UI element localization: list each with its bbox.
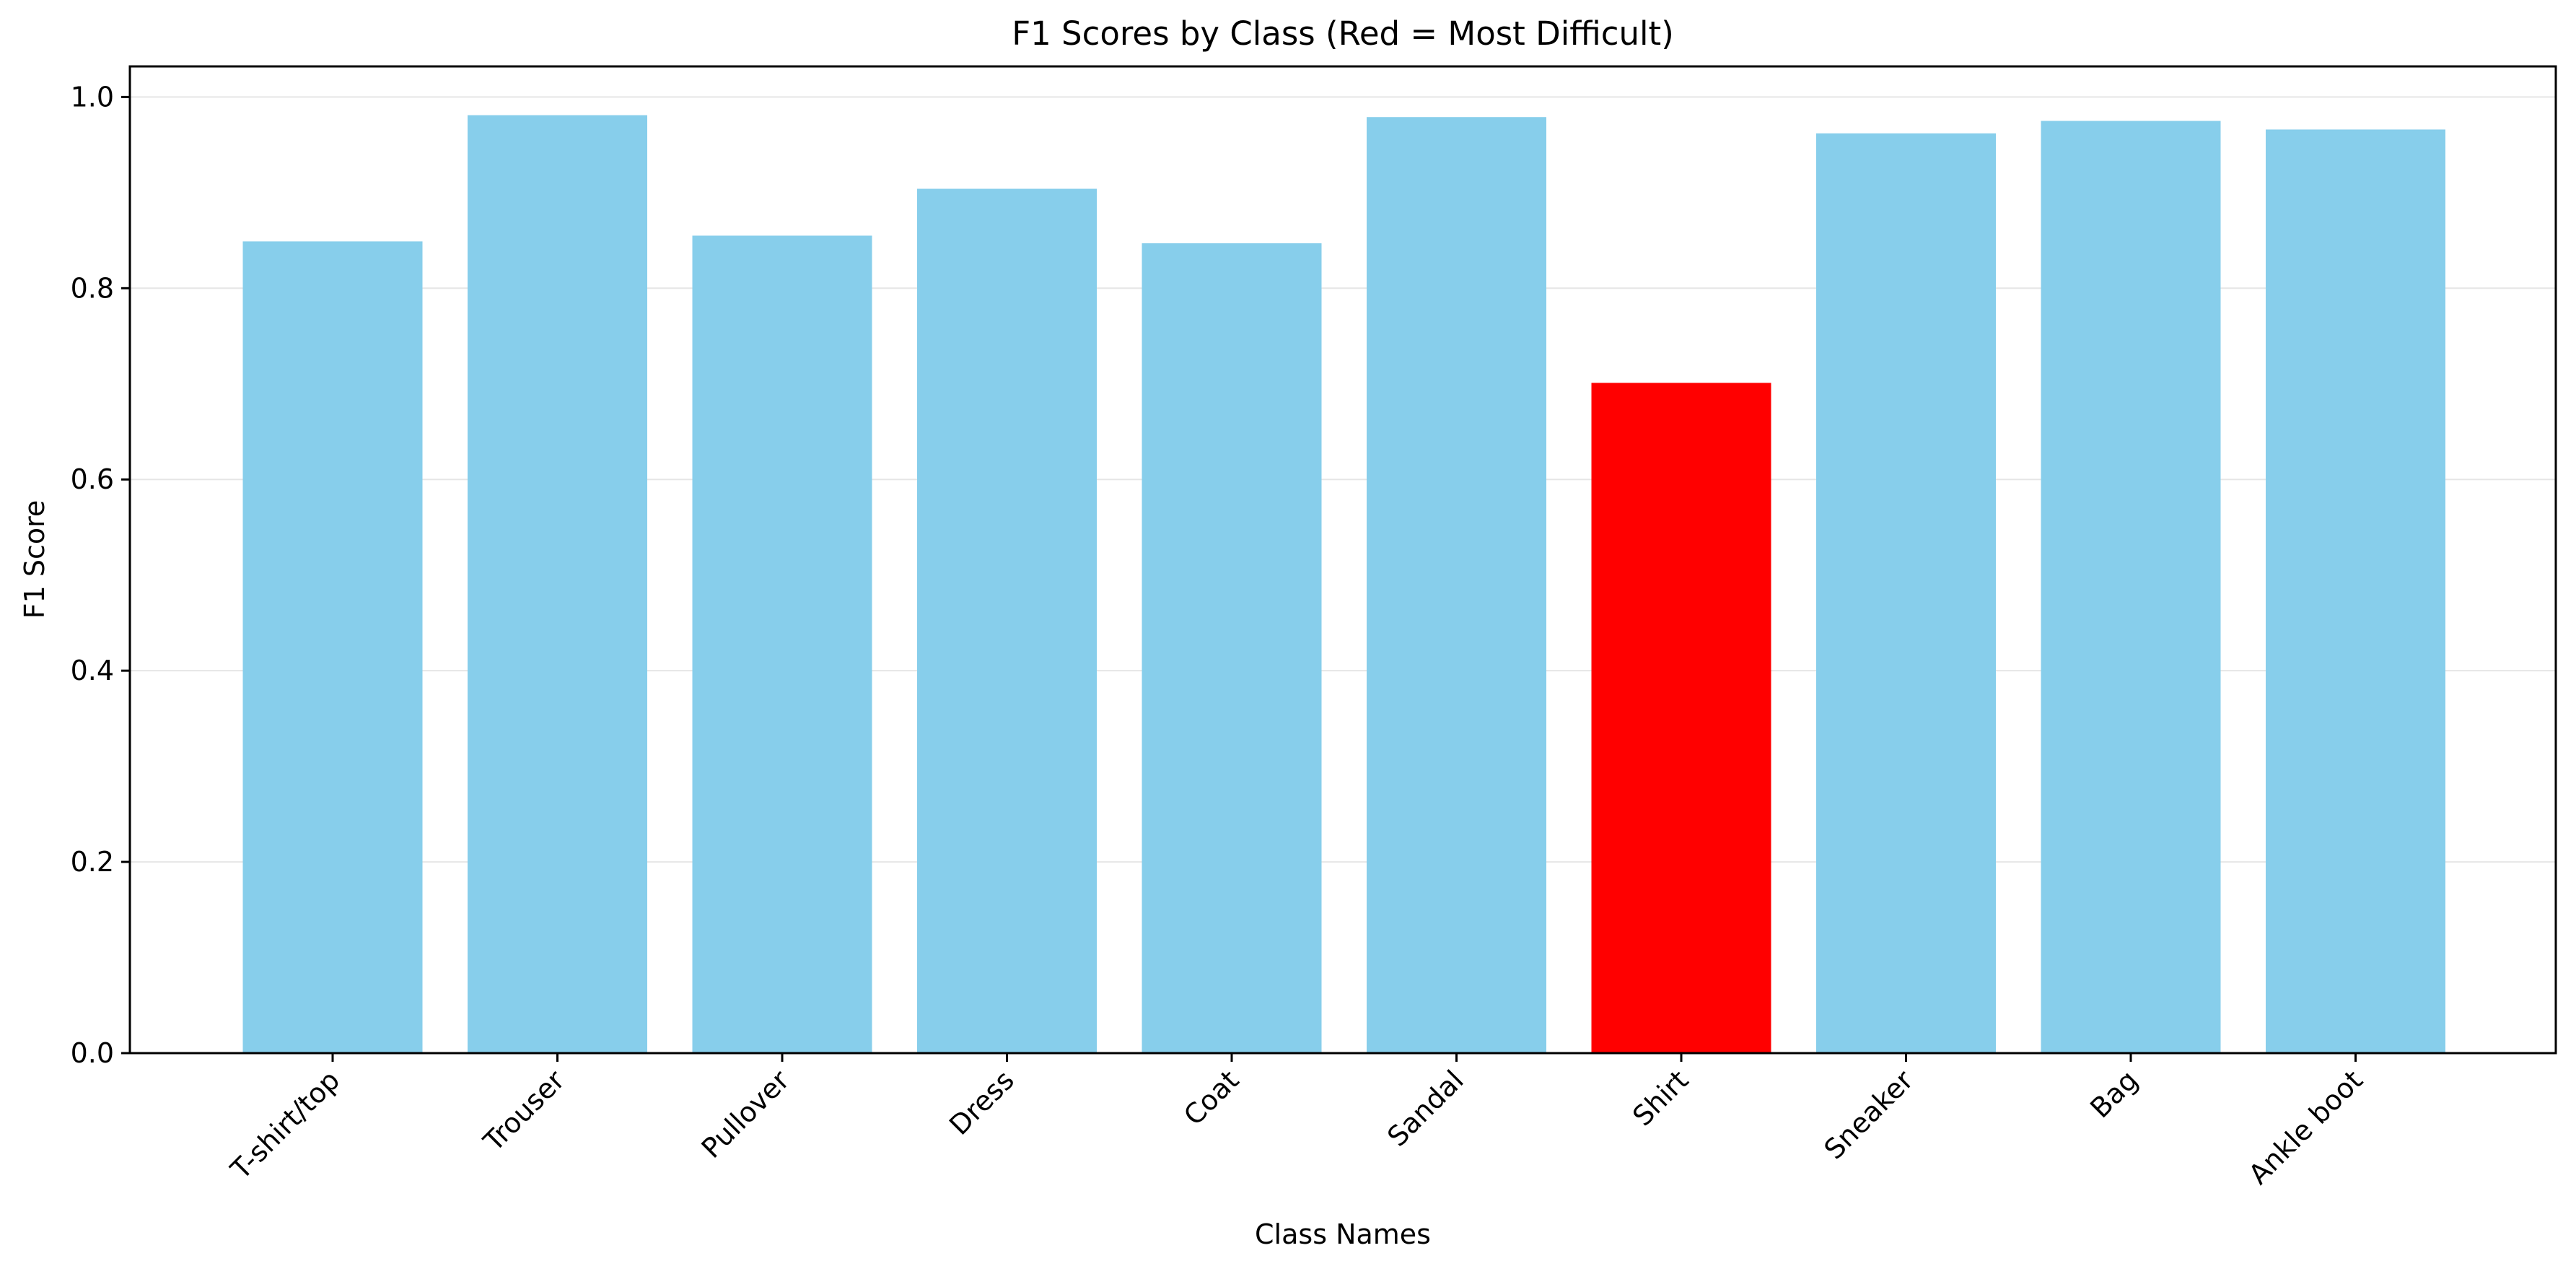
y-tick-label: 0.6 [71,463,114,495]
bar [1816,133,1996,1053]
bar [1367,117,1546,1053]
bar [2266,129,2445,1053]
y-tick-label: 0.8 [71,272,114,304]
y-tick-label: 0.4 [71,655,114,686]
bar [2041,121,2221,1053]
bar [917,188,1097,1053]
y-axis-ticks: 0.0 0.2 0.4 0.6 0.8 1.0 [71,81,130,1069]
y-tick-label: 1.0 [71,81,114,113]
bar [1142,243,1322,1054]
x-axis-label: Class Names [1255,1218,1431,1250]
y-axis-label: F1 Score [19,500,51,619]
bar [242,241,423,1054]
chart-title: F1 Scores by Class (Red = Most Difficult… [1012,14,1674,53]
bar-highlighted [1591,383,1771,1053]
bars [242,115,2445,1054]
plot-frame [128,65,2557,1055]
y-tick-label: 0.0 [71,1037,114,1069]
bar [692,235,872,1053]
y-tick-label: 0.2 [71,846,114,878]
bar [468,115,647,1054]
